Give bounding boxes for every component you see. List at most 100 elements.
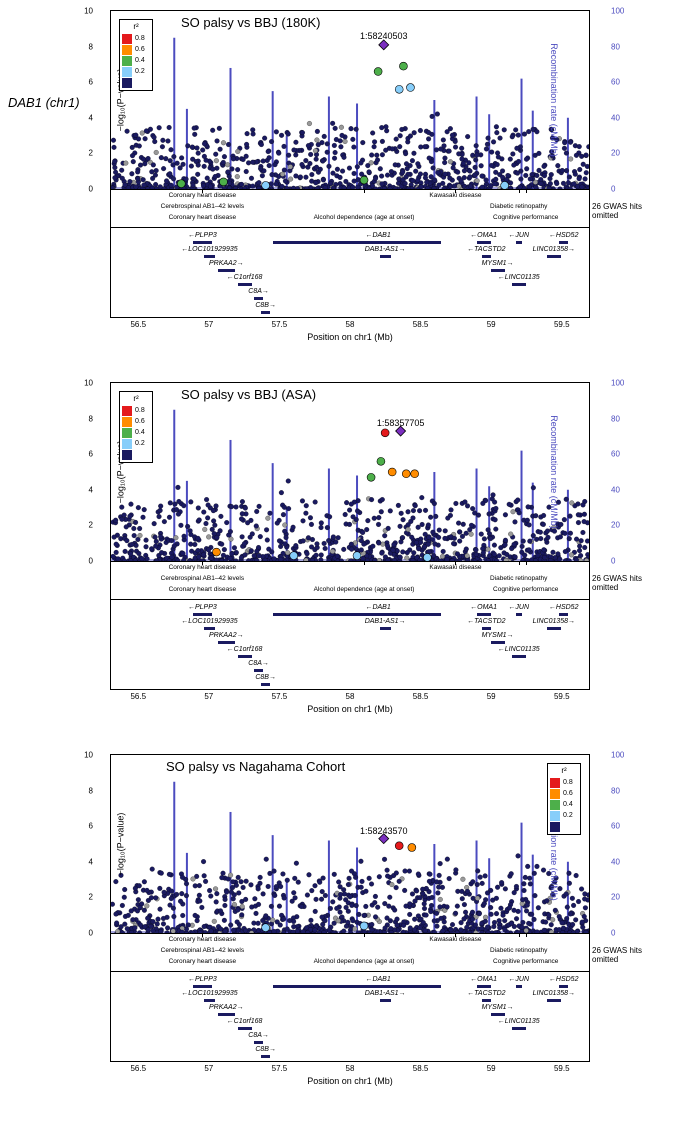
x-tick: 59.5	[554, 320, 570, 329]
x-tick: 57	[204, 1064, 213, 1073]
x-axis-ticks: 56.55757.55858.55959.5	[110, 318, 590, 332]
x-tick: 59	[487, 692, 496, 701]
gwas-trait: Alcohol dependence (age at onset)	[314, 958, 415, 965]
gene-label: LINC01358→	[533, 246, 575, 253]
gwas-trait: Coronary heart disease	[169, 586, 237, 593]
gwas-note: 26 GWAS hits omitted	[592, 202, 647, 220]
gene-bar	[380, 627, 391, 630]
gene-bar	[193, 241, 213, 244]
gwas-trait: Cerebrospinal AB1–42 levels	[161, 575, 244, 582]
gwas-trait: Coronary heart disease	[169, 192, 237, 199]
gene-label: DAB1-AS1→	[365, 618, 406, 625]
gene-label: PRKAA2→	[209, 632, 244, 639]
gene-bar	[380, 255, 391, 258]
gene-label: C8A→	[248, 660, 269, 667]
x-axis-ticks: 56.55757.55858.55959.5	[110, 690, 590, 704]
figure-container: SO palsy vs BBJ (180K) r²0.80.60.40.2 1:…	[80, 10, 663, 1086]
legend-row: 0.4	[550, 799, 578, 810]
x-tick: 58	[346, 692, 355, 701]
gene-label: ←PLPP3	[188, 976, 217, 983]
x-axis-label: Position on chr1 (Mb)	[110, 1076, 590, 1086]
gene-label: C8B→	[255, 302, 276, 309]
gene-label: ←HSD52	[549, 232, 579, 239]
gene-label: ←PLPP3	[188, 604, 217, 611]
gene-label: ←LINC01135	[498, 646, 540, 653]
gene-bar	[254, 297, 262, 300]
lead-snp-label: 1:58240503	[360, 31, 408, 41]
gene-track: ←PLPP3←LOC101929935PRKAA2→←C1orf168C8A→C…	[110, 972, 590, 1062]
gene-label: ←JUN	[508, 604, 529, 611]
legend-row	[550, 821, 578, 832]
gene-label: ←DAB1	[365, 232, 390, 239]
gwas-catalog-track: Coronary heart diseaseCerebrospinal AB1–…	[110, 934, 590, 972]
gene-bar	[204, 255, 215, 258]
gene-bar	[218, 269, 235, 272]
legend-row: 0.8	[550, 777, 578, 788]
legend-row: 0.4	[122, 427, 150, 438]
gene-label: C8A→	[248, 288, 269, 295]
locuszoom-panel: SO palsy vs BBJ (ASA) r²0.80.60.40.2 1:5…	[80, 382, 620, 714]
gene-bar	[491, 1013, 505, 1016]
gene-label: ←HSD52	[549, 976, 579, 983]
legend-title: r²	[122, 22, 150, 31]
scatter-plot: SO palsy vs Nagahama Cohort r²0.80.60.40…	[110, 754, 590, 934]
legend-row: 0.6	[122, 416, 150, 427]
gene-bar	[477, 985, 491, 988]
y-right-axis-label: Recombination rate (cM/Mb)	[549, 43, 559, 157]
panel-title: SO palsy vs Nagahama Cohort	[166, 759, 345, 774]
legend-row: 0.6	[122, 44, 150, 55]
gene-label: ←JUN	[508, 976, 529, 983]
locuszoom-panel: SO palsy vs BBJ (180K) r²0.80.60.40.2 1:…	[80, 10, 620, 342]
gene-bar	[482, 999, 490, 1002]
gene-label: MYSM1→	[482, 632, 514, 639]
x-axis-ticks: 56.55757.55858.55959.5	[110, 1062, 590, 1076]
gene-label: ←HSD52	[549, 604, 579, 611]
gene-label: ←C1orf168	[227, 1018, 263, 1025]
gene-label: ←OMA1	[470, 232, 497, 239]
x-axis-label: Position on chr1 (Mb)	[110, 332, 590, 342]
gwas-trait: Kawasaki disease	[429, 936, 481, 943]
gene-label: ←LOC101929935	[181, 618, 237, 625]
lead-snp-label: 1:58357705	[377, 418, 425, 428]
gene-bar	[238, 655, 252, 658]
gene-bar	[512, 1027, 526, 1030]
gene-bar	[512, 283, 526, 286]
gene-label: ←LOC101929935	[181, 246, 237, 253]
gwas-trait: Cognitive performance	[493, 214, 558, 221]
gene-bar	[254, 669, 262, 672]
gene-bar	[380, 999, 391, 1002]
gene-bar	[559, 613, 567, 616]
x-tick: 59.5	[554, 692, 570, 701]
gwas-trait: Coronary heart disease	[169, 936, 237, 943]
gene-label: MYSM1→	[482, 260, 514, 267]
gene-label: PRKAA2→	[209, 260, 244, 267]
gwas-trait: Coronary heart disease	[169, 214, 237, 221]
gwas-trait: Cognitive performance	[493, 958, 558, 965]
gene-track: ←PLPP3←LOC101929935PRKAA2→←C1orf168C8A→C…	[110, 228, 590, 318]
y-left-axis-label: −log₁₀(P−value)	[115, 813, 125, 876]
x-tick: 59	[487, 320, 496, 329]
gene-bar	[273, 985, 442, 988]
gwas-trait: Diabetic retinopathy	[490, 575, 547, 582]
gwas-catalog-track: Coronary heart diseaseCerebrospinal AB1–…	[110, 190, 590, 228]
y-right-axis-label: Recombination rate (cM/Mb)	[549, 415, 559, 529]
legend-title: r²	[550, 766, 578, 775]
gene-bar	[477, 613, 491, 616]
r2-legend: r²0.80.60.40.2	[547, 763, 581, 835]
gene-bar	[516, 241, 522, 244]
x-tick: 56.5	[130, 320, 146, 329]
gene-bar	[516, 985, 522, 988]
gene-bar	[261, 311, 269, 314]
gene-bar	[547, 627, 561, 630]
legend-title: r²	[122, 394, 150, 403]
gene-bar	[254, 1041, 262, 1044]
gene-bar	[491, 269, 505, 272]
gene-label: ←PLPP3	[188, 232, 217, 239]
scatter-plot: SO palsy vs BBJ (180K) r²0.80.60.40.2 1:…	[110, 10, 590, 190]
x-tick: 56.5	[130, 1064, 146, 1073]
gene-label: ←LOC101929935	[181, 990, 237, 997]
gwas-trait: Diabetic retinopathy	[490, 203, 547, 210]
gwas-trait: Diabetic retinopathy	[490, 947, 547, 954]
x-tick: 57	[204, 320, 213, 329]
gene-label: MYSM1→	[482, 1004, 514, 1011]
